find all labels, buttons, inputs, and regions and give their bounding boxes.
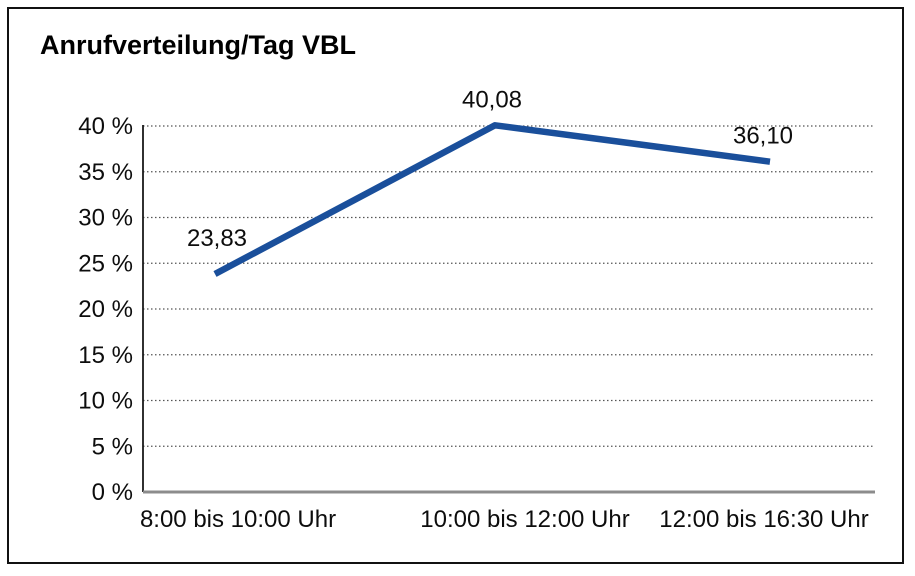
- chart-border: [7, 7, 904, 564]
- x-category-label: 8:00 bis 10:00 Uhr: [140, 506, 336, 533]
- y-tick-label: 35 %: [78, 159, 133, 186]
- y-tick-label: 40 %: [78, 113, 133, 140]
- data-point-label: 36,10: [733, 123, 793, 150]
- x-category-label: 12:00 bis 16:30 Uhr: [659, 506, 868, 533]
- data-line: [213, 122, 771, 277]
- y-tick-label: 15 %: [78, 342, 133, 369]
- y-tick-label: 10 %: [78, 388, 133, 415]
- y-tick-label: 20 %: [78, 296, 133, 323]
- y-tick-label: 0 %: [92, 479, 133, 506]
- data-point-label: 40,08: [462, 86, 522, 113]
- y-tick-label: 30 %: [78, 205, 133, 232]
- chart-title: Anrufverteilung/Tag VBL: [40, 30, 357, 60]
- x-category-label: 10:00 bis 12:00 Uhr: [420, 506, 629, 533]
- y-tick-label: 5 %: [92, 433, 133, 460]
- data-point-label: 23,83: [187, 225, 247, 252]
- y-tick-label: 25 %: [78, 250, 133, 277]
